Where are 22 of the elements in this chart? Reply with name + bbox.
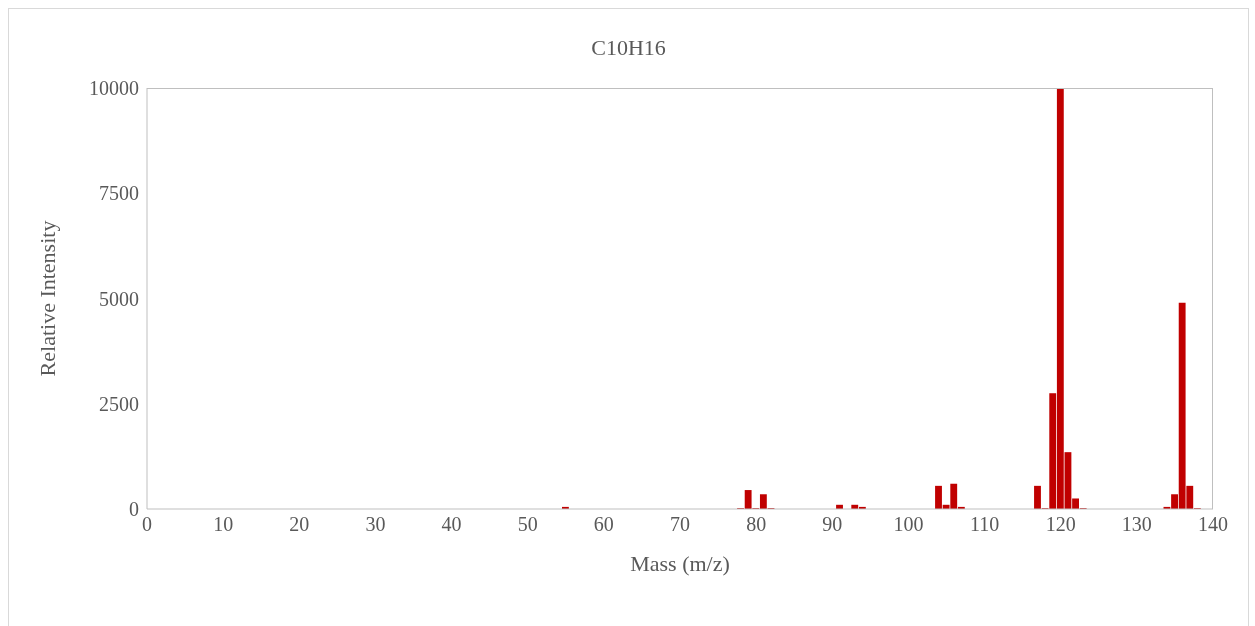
x-tick-label: 50 xyxy=(517,513,538,536)
x-tick-label: 80 xyxy=(746,513,767,536)
x-axis-title: Mass (m/z) xyxy=(630,551,730,576)
y-tick-label: 5000 xyxy=(99,287,139,310)
y-tick-label: 2500 xyxy=(99,392,139,415)
x-tick-label: 40 xyxy=(441,513,462,536)
x-tick-label: 30 xyxy=(365,513,386,536)
x-tick-label: 20 xyxy=(289,513,310,536)
y-tick-label: 0 xyxy=(129,498,139,520)
x-tick-label: 70 xyxy=(670,513,690,536)
x-tick-label: 90 xyxy=(822,513,843,536)
x-tick-label: 130 xyxy=(1121,513,1152,536)
y-axis-title: Relative Intensity xyxy=(34,220,60,377)
y-tick-label: 10000 xyxy=(89,77,139,99)
x-tick-label: 10 xyxy=(213,513,234,536)
x-tick-label: 140 xyxy=(1198,513,1228,536)
x-tick-label: 100 xyxy=(893,513,924,536)
x-tick-label: 110 xyxy=(969,513,1000,536)
y-tick-label: 7500 xyxy=(99,182,139,205)
x-tick-label: 120 xyxy=(1045,513,1076,536)
chart-title: C10H16 xyxy=(590,35,667,61)
x-tick-label: 60 xyxy=(593,513,614,536)
